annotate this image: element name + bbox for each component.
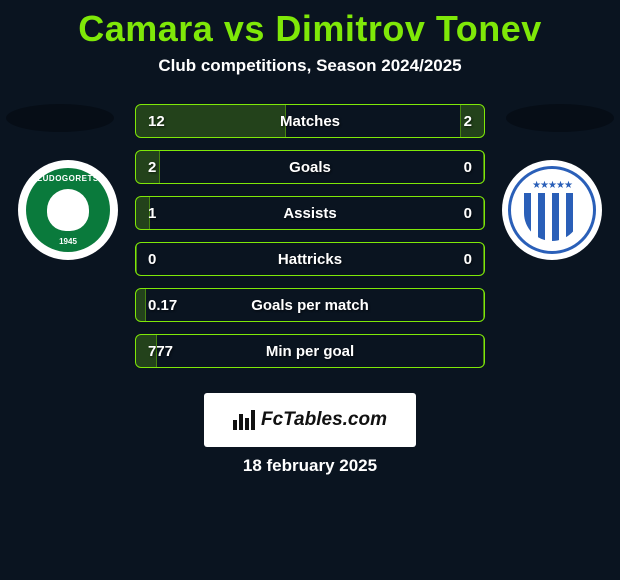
ludogorets-badge-year: 1945 bbox=[59, 237, 77, 246]
stat-label: Hattricks bbox=[136, 251, 484, 268]
ludogorets-badge-inner: LUDOGORETS 1945 bbox=[26, 168, 110, 252]
bar-chart-icon bbox=[233, 410, 255, 430]
stat-row: 0.17Goals per match bbox=[135, 288, 485, 322]
fctables-logo: FcTables.com bbox=[204, 393, 416, 447]
eagle-icon bbox=[47, 189, 89, 231]
stat-row: 0Hattricks0 bbox=[135, 242, 485, 276]
stat-value-right: 0 bbox=[464, 205, 472, 222]
stat-label: Matches bbox=[136, 113, 484, 130]
stat-row: 777Min per goal bbox=[135, 334, 485, 368]
ludogorets-badge-name: LUDOGORETS bbox=[37, 174, 98, 183]
shield-stripes-icon bbox=[524, 193, 580, 241]
player-left-shadow bbox=[6, 104, 114, 132]
page-title: Camara vs Dimitrov Tonev bbox=[0, 0, 620, 50]
team-badge-left: LUDOGORETS 1945 bbox=[18, 160, 118, 260]
footer-date: 18 february 2025 bbox=[0, 456, 620, 476]
stat-row: 12Matches2 bbox=[135, 104, 485, 138]
stars-icon: ★★★★★ bbox=[532, 180, 572, 191]
footer-brand-text: FcTables.com bbox=[261, 409, 387, 431]
stat-row: 1Assists0 bbox=[135, 196, 485, 230]
stat-value-right: 0 bbox=[464, 159, 472, 176]
stats-table: 12Matches22Goals01Assists00Hattricks00.1… bbox=[135, 104, 485, 380]
player-right-shadow bbox=[506, 104, 614, 132]
blue-badge-inner: ★★★★★ bbox=[508, 166, 596, 254]
stat-value-right: 0 bbox=[464, 251, 472, 268]
team-badge-right: ★★★★★ bbox=[502, 160, 602, 260]
stat-row: 2Goals0 bbox=[135, 150, 485, 184]
stat-value-right: 2 bbox=[464, 113, 472, 130]
subtitle: Club competitions, Season 2024/2025 bbox=[0, 56, 620, 76]
stat-label: Goals bbox=[136, 159, 484, 176]
stat-label: Goals per match bbox=[136, 297, 484, 314]
stat-label: Assists bbox=[136, 205, 484, 222]
stat-label: Min per goal bbox=[136, 343, 484, 360]
